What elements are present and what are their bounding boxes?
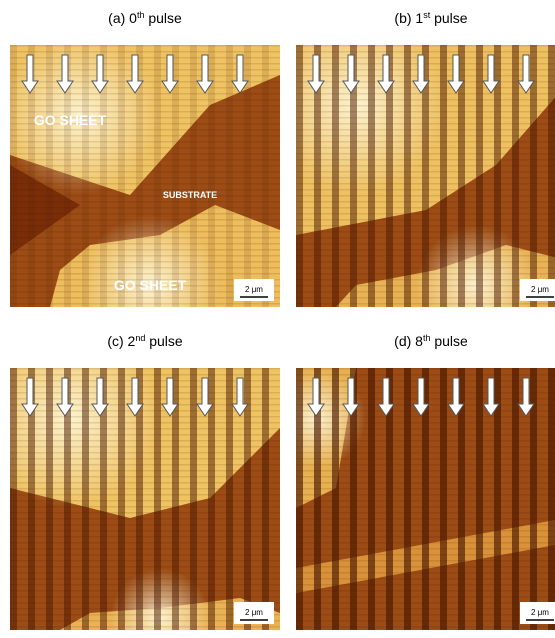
scale-bar-label: 2 μm	[245, 285, 263, 294]
arrow	[377, 54, 395, 94]
arrow	[307, 54, 325, 94]
panel-title: (d) 8th pulse	[394, 333, 468, 349]
arrow	[447, 54, 465, 94]
arrow	[56, 54, 74, 94]
title-suffix: pulse	[145, 333, 183, 349]
arrow	[21, 377, 39, 417]
panel-title: (b) 1st pulse	[394, 10, 467, 26]
arrow	[412, 54, 430, 94]
afm-image: 2 μm GO SHEET SUBSTRATE GO SHEET	[10, 45, 280, 307]
title-prefix: (c) 2	[107, 333, 135, 349]
afm-image: 2 μm	[296, 45, 555, 307]
panel: 2 μm (b) 1st pulse	[296, 10, 555, 307]
annotation: GO SHEET	[114, 277, 187, 293]
arrow	[231, 377, 249, 417]
scale-bar-label: 2 μm	[531, 285, 549, 294]
title-superscript: st	[423, 10, 431, 20]
title-superscript: th	[137, 10, 145, 20]
title-suffix: pulse	[144, 10, 182, 26]
arrow	[412, 377, 430, 417]
arrow	[342, 54, 360, 94]
arrow	[482, 377, 500, 417]
arrow	[161, 377, 179, 417]
afm-image: 2 μm	[10, 368, 280, 630]
scale-bar-box	[234, 602, 274, 624]
title-superscript: nd	[135, 333, 145, 343]
scan-lines	[10, 368, 280, 630]
scale-bar-box	[234, 279, 274, 301]
title-suffix: pulse	[430, 333, 468, 349]
panel: 2 μm (c) 2nd pulse	[10, 333, 280, 630]
panel-title: (a) 0th pulse	[108, 10, 182, 26]
scale-bar-label: 2 μm	[245, 608, 263, 617]
scan-lines	[296, 45, 555, 307]
scale-bar-box	[520, 279, 555, 301]
panel-title: (c) 2nd pulse	[107, 333, 183, 349]
scan-lines	[296, 368, 555, 630]
arrow	[196, 377, 214, 417]
scale-bar-label: 2 μm	[531, 608, 549, 617]
arrow	[126, 377, 144, 417]
scan-lines	[10, 45, 280, 307]
arrow	[377, 377, 395, 417]
title-suffix: pulse	[430, 10, 468, 26]
arrow	[517, 377, 535, 417]
arrow	[126, 54, 144, 94]
arrow	[56, 377, 74, 417]
title-superscript: th	[423, 333, 431, 343]
panel: 2 μm GO SHEET SUBSTRATE GO SHEET (a) 0th pul…	[10, 10, 280, 307]
afm-image: 2 μm	[296, 368, 555, 630]
arrow	[196, 54, 214, 94]
arrow	[161, 54, 179, 94]
title-prefix: (b) 1	[394, 10, 423, 26]
arrow	[447, 377, 465, 417]
annotation: SUBSTRATE	[163, 190, 217, 200]
arrow	[482, 54, 500, 94]
arrow	[517, 54, 535, 94]
title-prefix: (a) 0	[108, 10, 137, 26]
arrow	[21, 54, 39, 94]
arrow	[91, 54, 109, 94]
scale-bar-box	[520, 602, 555, 624]
arrow	[342, 377, 360, 417]
arrow	[231, 54, 249, 94]
title-prefix: (d) 8	[394, 333, 423, 349]
arrow	[91, 377, 109, 417]
annotation: GO SHEET	[34, 112, 107, 128]
panel: 2 μm (d) 8th pulse	[296, 333, 555, 630]
arrow	[307, 377, 325, 417]
